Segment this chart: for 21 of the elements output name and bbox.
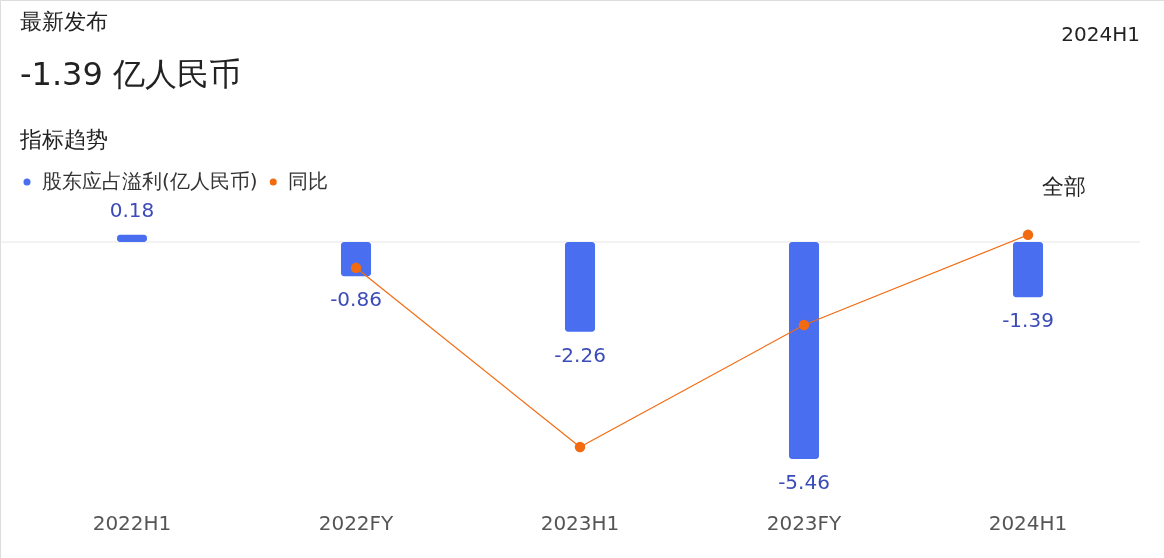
data-label: -1.39 (1002, 308, 1054, 333)
x-tick-label: 2023FY (766, 511, 843, 535)
point (1022, 229, 1034, 241)
text: 全部 (1042, 174, 1086, 199)
point (574, 441, 586, 453)
legend-label: 股东应占溢利(亿人民币) (42, 169, 258, 193)
data-label: -2.26 (554, 342, 606, 367)
text: 2024H1 (1061, 22, 1140, 46)
x-tick-label: 2023H1 (540, 511, 620, 535)
data-label: -5.46 (778, 470, 830, 494)
point (350, 262, 362, 274)
legend-label: 同比 (288, 169, 329, 193)
x-tick-label: 2022FY (318, 511, 395, 535)
chart-title: 最新发布 (20, 9, 108, 34)
x-tick-label: 2022H1 (92, 511, 172, 535)
data-label: 0.18 (109, 197, 155, 222)
x-tick-label: 2024H1 (988, 511, 1068, 535)
text: 指标趋势 (19, 127, 108, 152)
point (798, 319, 810, 331)
chart-subtitle: -1.39 亿人民币 (20, 55, 241, 93)
data-label: -0.86 (330, 287, 382, 312)
